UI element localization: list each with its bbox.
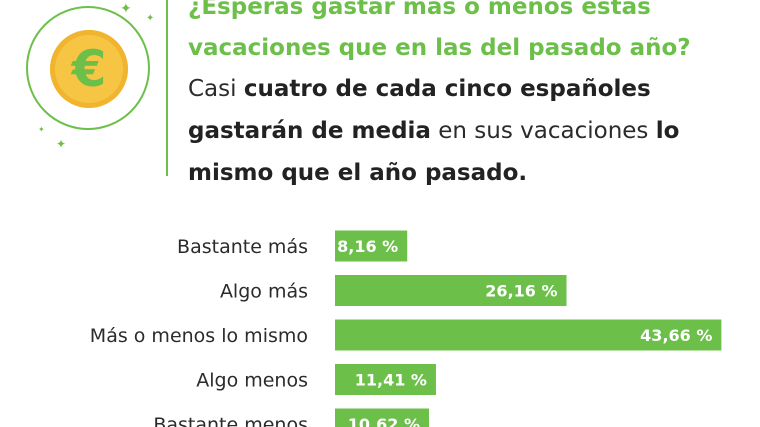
- summary-part-3: en sus vacaciones: [438, 118, 649, 144]
- bar-value-label: 8,16 %: [337, 237, 398, 256]
- bar-value-label: 26,16 %: [485, 282, 557, 301]
- bar: [335, 319, 722, 351]
- category-label: Más o menos lo mismo: [90, 325, 308, 347]
- euro-coin-icon: €: [50, 30, 128, 108]
- bar: [335, 275, 567, 306]
- category-label: Algo más: [220, 281, 308, 303]
- coin-ring: [26, 6, 150, 130]
- sparkle-icon: ✦: [38, 125, 45, 134]
- bar-value-label: 43,66 %: [640, 326, 712, 345]
- bar-value-label: 10,62 %: [348, 415, 420, 427]
- euro-symbol: €: [71, 40, 107, 98]
- bar: [335, 230, 408, 262]
- summary-highlight-2: lo mismo que el año pasado.: [188, 118, 680, 186]
- category-label: Bastante más: [177, 236, 308, 258]
- category-label: Algo menos: [196, 370, 308, 392]
- sparkle-icon: ✦: [56, 137, 67, 151]
- summary-text: Casi cuatro de cada cinco españoles gast…: [188, 68, 748, 194]
- bar-value-label: 11,41 %: [355, 371, 427, 390]
- coin-illustration: € ✦ ✦ ✦ ✦: [0, 0, 170, 175]
- category-label: Bastante menos: [153, 414, 308, 427]
- summary-part-1: Casi: [188, 76, 237, 102]
- bar: [335, 408, 429, 427]
- bar: [335, 364, 436, 395]
- divider-line: [166, 0, 168, 176]
- question-heading: ¿Esperas gastar más o menos estas vacaci…: [188, 0, 691, 61]
- sparkle-icon: ✦: [146, 13, 155, 24]
- summary-highlight-1: cuatro de cada cinco españoles gastarán …: [188, 76, 651, 144]
- sparkle-icon: ✦: [120, 1, 132, 17]
